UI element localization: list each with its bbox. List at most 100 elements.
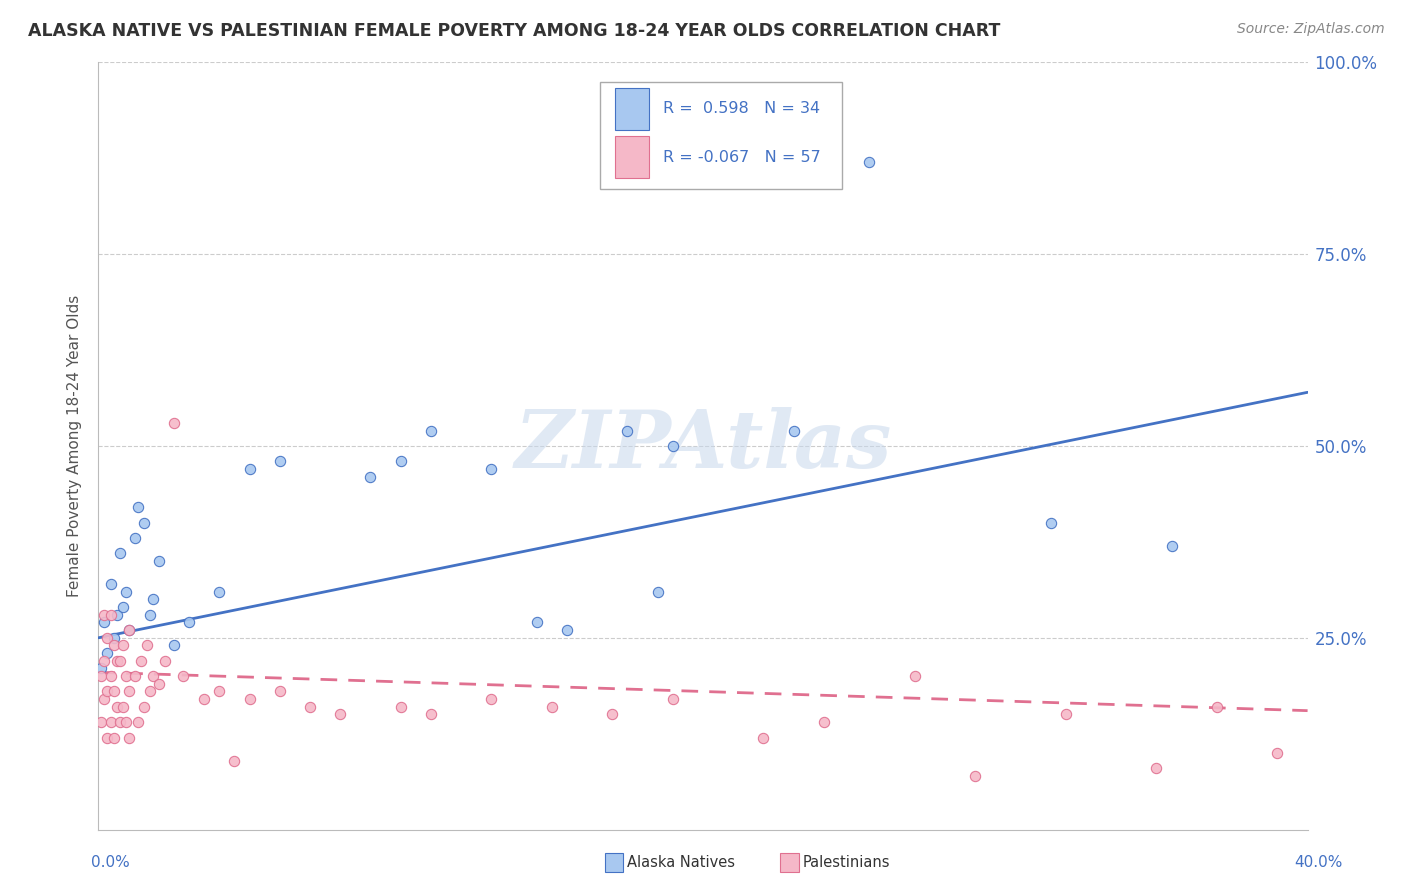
Point (93, 654, 115, 668)
Point (269, 684, 291, 698)
Point (118, 684, 141, 698)
Point (481, 462, 503, 476)
Text: 40.0%: 40.0% (1295, 855, 1343, 870)
Point (1267, 746, 1289, 760)
Point (114, 584, 136, 599)
Point (193, 692, 215, 706)
Point (127, 500, 149, 515)
Point (100, 669, 122, 683)
Point (858, 155, 880, 169)
Point (118, 623, 141, 637)
Point (118, 731, 141, 745)
Point (269, 454, 291, 468)
Point (208, 584, 231, 599)
Point (93, 615, 115, 630)
Point (100, 607, 122, 622)
Point (239, 692, 262, 706)
Point (96, 731, 118, 745)
Point (389, 699, 412, 714)
Point (135, 639, 157, 653)
Point (103, 684, 125, 698)
Bar (614, 87, 648, 130)
Point (93, 607, 115, 622)
Text: R =  0.598   N = 34: R = 0.598 N = 34 (664, 102, 820, 116)
Point (90, 715, 112, 730)
Point (103, 639, 125, 653)
Point (813, 715, 835, 730)
Point (108, 546, 131, 560)
Point (1039, 516, 1062, 530)
Point (108, 715, 131, 730)
Point (90, 661, 112, 675)
Point (540, 699, 562, 714)
Point (1206, 699, 1229, 714)
Point (93, 692, 115, 706)
Point (172, 669, 194, 683)
Point (752, 731, 775, 745)
Point (124, 531, 146, 545)
Point (299, 699, 322, 714)
Point (129, 654, 152, 668)
Point (132, 699, 155, 714)
Point (124, 669, 146, 683)
Point (118, 623, 141, 637)
Point (239, 462, 262, 476)
Point (127, 715, 149, 730)
Point (148, 554, 170, 568)
Text: Palestinians: Palestinians (803, 855, 890, 870)
Point (526, 615, 548, 630)
Point (602, 707, 624, 722)
Point (111, 639, 134, 653)
Point (90, 669, 112, 683)
Point (96, 631, 118, 645)
Text: Source: ZipAtlas.com: Source: ZipAtlas.com (1237, 22, 1385, 37)
Point (139, 684, 162, 698)
Point (153, 654, 176, 668)
Point (224, 754, 246, 768)
FancyBboxPatch shape (600, 81, 842, 189)
Point (111, 699, 134, 714)
Point (647, 584, 669, 599)
Point (114, 715, 136, 730)
Point (420, 707, 443, 722)
Point (661, 692, 683, 706)
Point (111, 600, 134, 615)
Point (142, 669, 165, 683)
Bar (614, 136, 648, 178)
Point (1054, 707, 1077, 722)
Point (108, 654, 131, 668)
Point (208, 684, 231, 698)
Point (783, 424, 806, 438)
Point (139, 607, 162, 622)
Point (163, 639, 186, 653)
Text: 0.0%: 0.0% (91, 855, 131, 870)
Point (420, 424, 443, 438)
Point (163, 416, 186, 430)
Point (132, 516, 155, 530)
Point (142, 592, 165, 607)
Point (105, 607, 128, 622)
Point (179, 615, 201, 630)
Point (103, 631, 125, 645)
Point (114, 669, 136, 683)
Point (329, 707, 352, 722)
Point (100, 577, 122, 591)
Text: ALASKA NATIVE VS PALESTINIAN FEMALE POVERTY AMONG 18-24 YEAR OLDS CORRELATION CH: ALASKA NATIVE VS PALESTINIAN FEMALE POVE… (28, 22, 1001, 40)
Point (96, 646, 118, 660)
Point (96, 684, 118, 698)
Point (105, 654, 128, 668)
Point (965, 769, 987, 783)
Point (555, 623, 578, 637)
Point (103, 731, 125, 745)
Point (481, 692, 503, 706)
Text: ZIPAtlas: ZIPAtlas (515, 408, 891, 484)
Text: Alaska Natives: Alaska Natives (627, 855, 735, 870)
Point (661, 439, 683, 453)
Point (616, 424, 638, 438)
Point (105, 699, 128, 714)
Y-axis label: Female Poverty Among 18-24 Year Olds: Female Poverty Among 18-24 Year Olds (67, 295, 83, 597)
Point (904, 669, 927, 683)
Point (360, 469, 382, 483)
Point (1144, 761, 1167, 775)
Point (389, 454, 412, 468)
